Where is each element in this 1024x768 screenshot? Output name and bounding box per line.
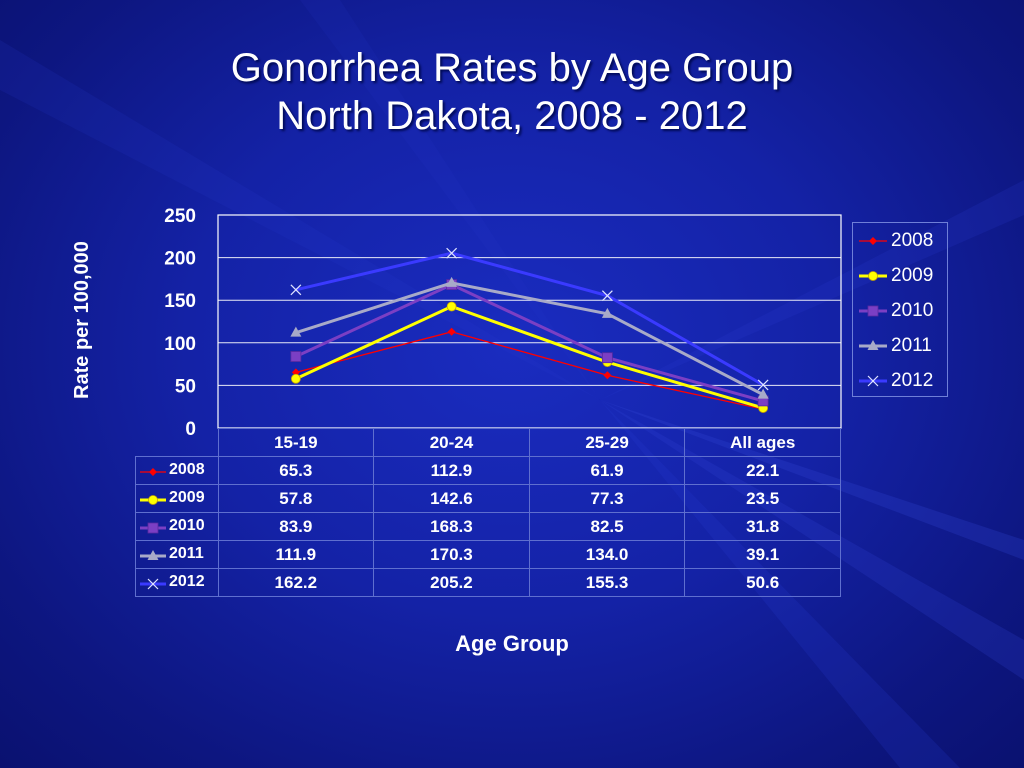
x-tick-label: 20-24 bbox=[373, 428, 530, 457]
data-table-row: 2009 57.8 142.6 77.3 23.5 bbox=[135, 484, 841, 513]
data-table-cell: 22.1 bbox=[684, 456, 841, 485]
series-line bbox=[295, 282, 764, 403]
row-series-name: 2008 bbox=[169, 461, 205, 478]
series-2009 bbox=[290, 301, 769, 413]
data-table-row-header: 2012 bbox=[135, 568, 219, 597]
legend-swatch bbox=[859, 271, 887, 281]
title-line-1: Gonorrhea Rates by Age Group bbox=[230, 46, 794, 90]
data-table-row: 2010 83.9 168.3 82.5 31.8 bbox=[135, 512, 841, 541]
data-table-cell: 170.3 bbox=[373, 540, 530, 569]
series-2012 bbox=[290, 247, 769, 391]
series-line bbox=[295, 331, 764, 410]
legend-swatch bbox=[859, 375, 887, 387]
legend-item: 2010 bbox=[857, 299, 947, 323]
data-table-cell: 111.9 bbox=[217, 540, 375, 569]
series-2008 bbox=[291, 327, 768, 414]
data-table-cell: 142.6 bbox=[373, 484, 530, 513]
title-line-2: North Dakota, 2008 - 2012 bbox=[276, 94, 748, 138]
data-table-cell: 50.6 bbox=[684, 568, 841, 597]
row-key-swatch bbox=[140, 578, 166, 590]
legend-label: 2010 bbox=[891, 300, 934, 321]
data-table-row-header: 2009 bbox=[135, 484, 219, 513]
data-point bbox=[446, 276, 458, 287]
data-point bbox=[447, 327, 456, 336]
data-table-cell: 61.9 bbox=[528, 456, 686, 485]
data-table-cell: 23.5 bbox=[684, 484, 841, 513]
data-point bbox=[446, 247, 458, 259]
legend-label: 2009 bbox=[891, 265, 934, 286]
legend-swatch bbox=[859, 340, 887, 350]
series-line bbox=[295, 304, 764, 410]
data-table-cell: 77.3 bbox=[528, 484, 686, 513]
legend-swatch bbox=[859, 237, 887, 245]
legend-label: 2008 bbox=[891, 230, 934, 251]
row-key-swatch bbox=[140, 495, 166, 505]
row-series-name: 2012 bbox=[169, 573, 205, 590]
row-key-swatch bbox=[140, 550, 166, 560]
data-table-row-header: 2010 bbox=[135, 512, 219, 541]
x-axis-label: Age Group bbox=[455, 631, 569, 656]
data-table-cell: 39.1 bbox=[684, 540, 841, 569]
data-table-cell: 82.5 bbox=[528, 512, 686, 541]
row-series-name: 2009 bbox=[169, 489, 205, 506]
y-tick-label: 100 bbox=[164, 334, 196, 355]
data-point bbox=[601, 352, 613, 364]
data-point bbox=[290, 351, 302, 362]
data-point bbox=[601, 307, 613, 318]
legend-item: 2012 bbox=[857, 369, 947, 393]
data-point bbox=[601, 290, 613, 302]
row-series-name: 2010 bbox=[169, 517, 205, 534]
data-table: 15-19 20-24 25-29 All ages 2008 65.3 112.9 61.… bbox=[135, 428, 841, 597]
series-2011 bbox=[290, 276, 769, 399]
data-table-row: 2011 111.9 170.3 134.0 39.1 bbox=[135, 540, 841, 569]
data-table-corner bbox=[135, 428, 219, 457]
legend-label: 2012 bbox=[891, 370, 934, 391]
slide-title: Gonorrhea Rates by Age Group North Dakot… bbox=[0, 44, 1024, 140]
series-line bbox=[295, 251, 764, 387]
x-tick-label: 15-19 bbox=[217, 428, 375, 457]
legend-item: 2008 bbox=[857, 229, 947, 253]
data-table-cell: 168.3 bbox=[373, 512, 530, 541]
data-table-cell: 155.3 bbox=[528, 568, 686, 597]
row-key-swatch bbox=[140, 468, 166, 476]
data-table-cell: 162.2 bbox=[217, 568, 375, 597]
data-table-cell: 65.3 bbox=[217, 456, 375, 485]
x-tick-label: All ages bbox=[684, 428, 841, 457]
row-series-name: 2011 bbox=[169, 545, 204, 562]
row-key-swatch bbox=[140, 522, 166, 534]
data-table-cell: 83.9 bbox=[217, 512, 375, 541]
data-point bbox=[757, 388, 769, 399]
legend-item: 2011 bbox=[857, 334, 947, 358]
data-table-cell: 134.0 bbox=[528, 540, 686, 569]
data-table-row: 2008 65.3 112.9 61.9 22.1 bbox=[135, 456, 841, 485]
series-line bbox=[295, 281, 764, 397]
chart-legend: 2008 2009 2010 2011 2012 bbox=[852, 222, 948, 397]
legend-label: 2011 bbox=[891, 335, 932, 356]
data-table-cell: 112.9 bbox=[373, 456, 530, 485]
data-point bbox=[290, 284, 302, 296]
y-tick-label: 250 bbox=[164, 206, 196, 227]
data-table-row-header: 2011 bbox=[135, 540, 219, 569]
legend-item: 2009 bbox=[857, 264, 947, 288]
data-table-cell: 205.2 bbox=[373, 568, 530, 597]
data-table-row-header: 2008 bbox=[135, 456, 219, 485]
data-point bbox=[446, 301, 457, 312]
data-point bbox=[290, 373, 301, 384]
data-table-cell: 31.8 bbox=[684, 512, 841, 541]
y-tick-label: 200 bbox=[164, 249, 196, 270]
data-point bbox=[290, 326, 302, 337]
data-point bbox=[757, 379, 769, 391]
y-tick-label: 150 bbox=[164, 291, 196, 312]
x-tick-label: 25-29 bbox=[528, 428, 686, 457]
data-table-header-row: 15-19 20-24 25-29 All ages bbox=[135, 428, 841, 457]
data-table-cell: 57.8 bbox=[217, 484, 375, 513]
legend-swatch bbox=[859, 305, 887, 317]
data-point bbox=[603, 371, 612, 380]
y-tick-label: 50 bbox=[175, 376, 196, 397]
data-table-row: 2012 162.2 205.2 155.3 50.6 bbox=[135, 568, 841, 597]
